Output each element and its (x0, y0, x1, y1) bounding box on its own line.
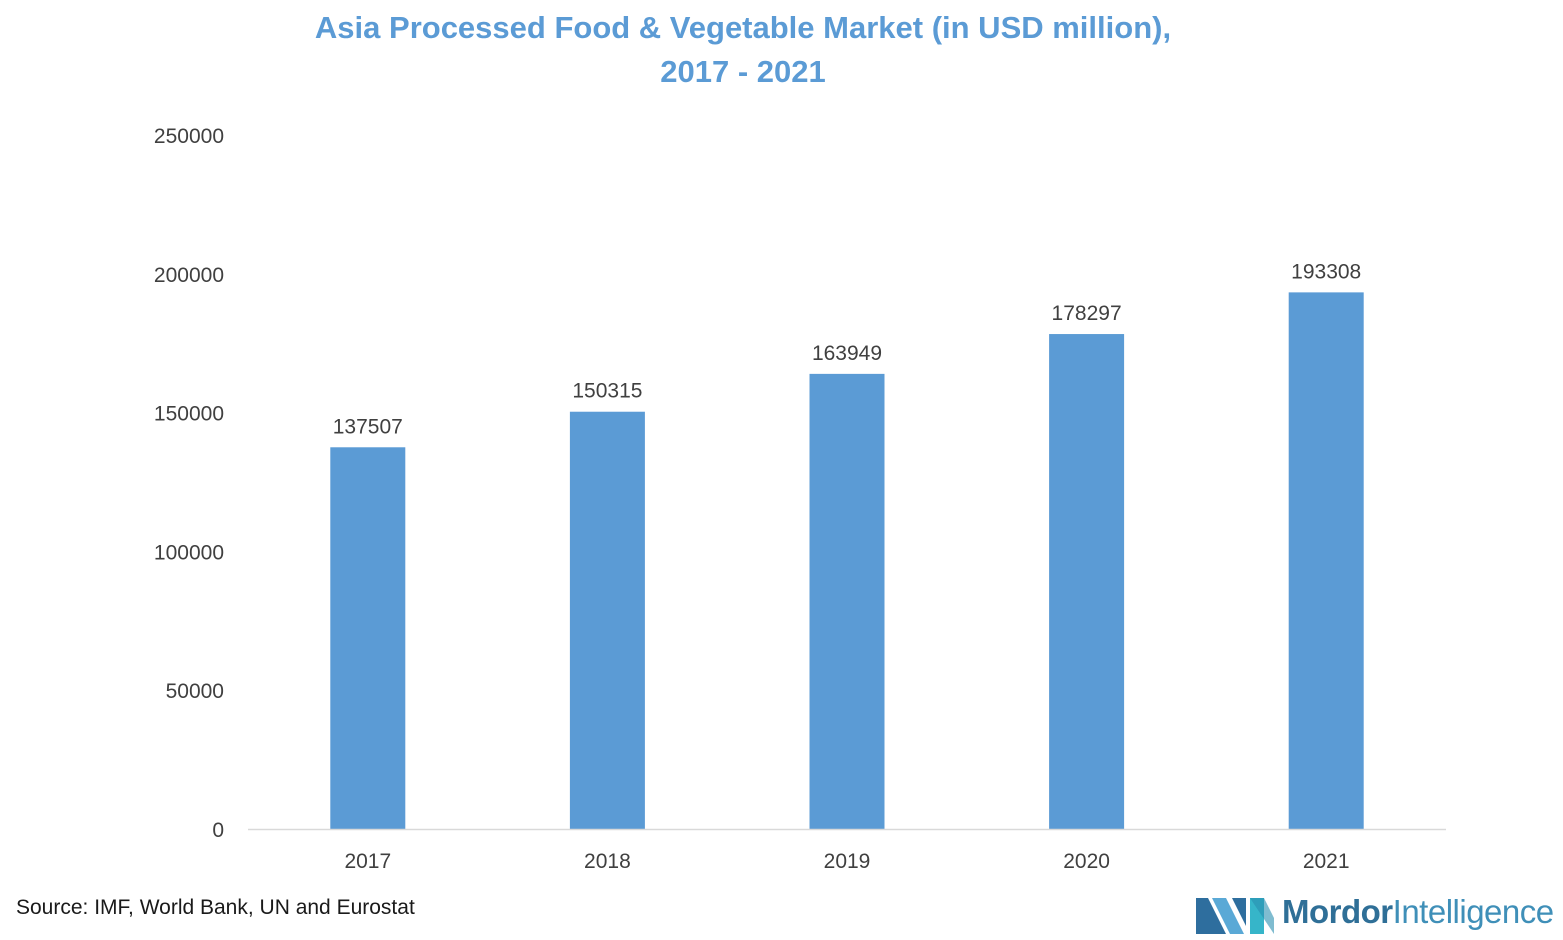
x-tick-label-2020: 2020 (1063, 850, 1110, 873)
y-tick-label: 200000 (154, 264, 224, 287)
data-label-2020: 178297 (1052, 302, 1122, 325)
data-label-2019: 163949 (812, 342, 882, 365)
x-tick-label-2018: 2018 (584, 850, 631, 873)
logo-text: MordorIntelligence (1282, 893, 1554, 931)
x-tick-label-2017: 2017 (344, 850, 391, 873)
data-labels: 137507 150315 163949 178297 193308 (333, 260, 1361, 438)
mordor-intelligence-logo-icon (1196, 898, 1274, 934)
chart-subtitle: 2017 - 2021 (660, 54, 826, 89)
bars (330, 292, 1364, 830)
bar-2021 (1288, 292, 1364, 830)
y-axis-ticks: 0 50000 100000 150000 200000 250000 (154, 125, 224, 842)
data-label-2017: 137507 (333, 415, 403, 438)
logo-word-2: Intelligence (1392, 893, 1554, 930)
x-tick-label-2021: 2021 (1303, 850, 1350, 873)
x-axis-ticks: 2017 2018 2019 2020 2021 (344, 850, 1349, 873)
bar-2017 (330, 447, 406, 829)
y-tick-label: 50000 (166, 680, 224, 703)
y-tick-label: 150000 (154, 403, 224, 426)
bar-2019 (809, 373, 885, 829)
y-tick-label: 100000 (154, 541, 224, 564)
logo-word-1: Mordor (1282, 893, 1393, 930)
data-label-2018: 150315 (572, 380, 642, 403)
chart-title: Asia Processed Food & Vegetable Market (… (314, 10, 1172, 45)
mordor-intelligence-logo: MordorIntelligence (1196, 890, 1554, 934)
source-note: Source: IMF, World Bank, UN and Eurostat (16, 896, 415, 919)
x-tick-label-2019: 2019 (824, 850, 871, 873)
y-tick-label: 250000 (154, 125, 224, 148)
y-tick-label: 0 (212, 819, 224, 842)
bar-2018 (569, 411, 645, 829)
data-label-2021: 193308 (1291, 260, 1361, 283)
bar-2020 (1049, 334, 1125, 829)
